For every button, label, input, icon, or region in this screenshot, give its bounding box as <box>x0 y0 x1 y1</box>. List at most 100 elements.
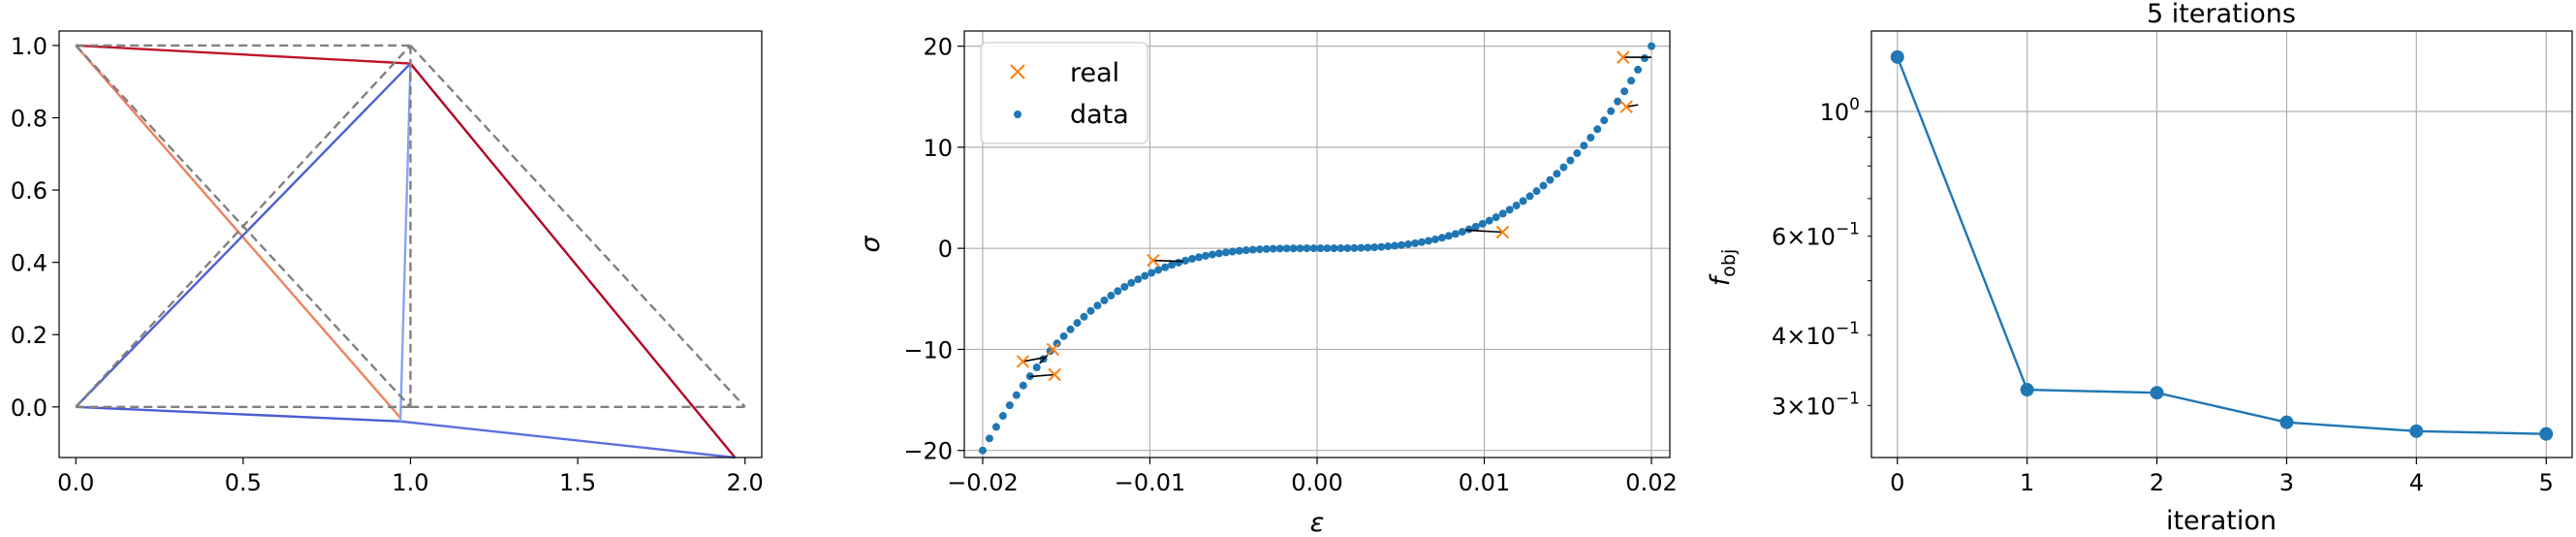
data-point <box>1255 245 1264 254</box>
x-tick-label: 2.0 <box>727 469 764 496</box>
data-point <box>1120 282 1129 291</box>
real-point-stroke <box>1147 253 1160 268</box>
tick-exponent: 0 <box>1849 95 1860 114</box>
data-point <box>1059 332 1068 340</box>
real-point-stroke <box>1616 50 1630 64</box>
y-tick-label: 0.2 <box>11 322 47 349</box>
data-point <box>1154 266 1163 274</box>
truss-y-axis: 0.0 0.2 0.4 0.6 0.8 1.0 <box>11 33 59 422</box>
stress-strain-panel: −0.02 −0.01 0.00 0.01 0.02 −20 −10 0 10 20 ε σ r… <box>856 30 1678 537</box>
real-data-link <box>1022 356 1045 363</box>
convergence-y-label: fobj <box>1706 249 1740 286</box>
y-tick-label: 0 <box>938 236 953 263</box>
data-point <box>1248 245 1257 254</box>
convergence-point <box>2409 424 2424 438</box>
real-point <box>1495 225 1510 239</box>
real-point-stroke <box>1046 342 1060 357</box>
stress-strain-plot-area <box>978 42 1656 455</box>
data-point <box>1553 170 1561 178</box>
data-point <box>1141 271 1149 280</box>
real-point <box>1147 253 1160 268</box>
real-point <box>1616 50 1630 64</box>
data-point <box>1161 263 1170 271</box>
data-point <box>1498 209 1507 218</box>
convergence-point <box>2279 415 2294 429</box>
data-point <box>1336 244 1345 253</box>
real-data-link <box>1626 104 1639 108</box>
x-tick-label: 0.01 <box>1459 469 1510 496</box>
data-point <box>991 423 1000 431</box>
real-point-stroke <box>1619 100 1633 113</box>
y-tick-label: 0.6 <box>11 177 47 205</box>
tick-exponent: −1 <box>1836 389 1860 408</box>
x-tick-label: 0.0 <box>57 469 94 496</box>
stress-strain-x-axis: −0.02 −0.01 0.00 0.01 0.02 <box>947 458 1678 496</box>
data-point <box>1214 249 1223 258</box>
data-point <box>1391 241 1399 250</box>
data-point <box>1464 225 1473 234</box>
data-point <box>1134 275 1143 284</box>
real-point <box>1619 100 1633 113</box>
tick-mantissa: 6×10 <box>1772 224 1836 251</box>
deformed-bar <box>398 63 412 422</box>
data-point <box>978 446 987 455</box>
data-point <box>1093 301 1102 310</box>
data-point <box>1303 244 1311 253</box>
convergence-point <box>2150 386 2164 400</box>
convergence-axes-frame <box>1870 30 2573 458</box>
real-point <box>1016 355 1030 368</box>
data-point <box>1398 240 1406 249</box>
data-point <box>1147 268 1156 277</box>
data-point <box>985 434 993 443</box>
data-point <box>1620 87 1629 96</box>
data-point <box>998 412 1007 421</box>
data-point <box>1512 202 1521 210</box>
data-point <box>1377 242 1386 251</box>
tick-mantissa: 4×10 <box>1772 323 1836 350</box>
data-point <box>1228 247 1237 256</box>
data-point <box>1492 213 1500 222</box>
data-point <box>1066 325 1075 333</box>
deformed-bar <box>400 420 736 459</box>
real-point <box>1048 367 1061 382</box>
y-tick-label: −10 <box>903 336 953 363</box>
data-point <box>1532 187 1541 196</box>
data-point <box>1269 244 1277 253</box>
y-tick-label: 0.0 <box>11 395 47 422</box>
data-point <box>1437 234 1446 242</box>
data-point <box>1282 244 1291 253</box>
data-point <box>1384 242 1393 251</box>
data-point <box>1100 296 1109 304</box>
real-data-link <box>1465 229 1503 234</box>
data-point <box>1430 235 1439 243</box>
x-tick-label: 5 <box>2539 469 2554 496</box>
data-point <box>1127 278 1136 287</box>
data-point <box>1316 244 1325 253</box>
data-point <box>1566 156 1575 165</box>
deformed-bar <box>75 62 412 408</box>
data-point <box>1114 287 1122 296</box>
data-point <box>1580 142 1588 150</box>
real-point-stroke <box>1016 355 1030 368</box>
data-point <box>1404 239 1413 248</box>
data-point <box>1370 243 1379 252</box>
truss-plot-area <box>75 44 746 459</box>
data-point <box>1343 244 1352 253</box>
data-point <box>1641 54 1649 63</box>
tick-exponent: −1 <box>1836 220 1860 239</box>
deformed-bar <box>409 62 737 458</box>
data-point <box>1505 205 1514 214</box>
data-point <box>1208 250 1216 259</box>
y-tick-label: −20 <box>903 438 953 465</box>
data-point <box>1201 251 1209 260</box>
data-point <box>1086 306 1095 315</box>
data-point <box>1586 133 1595 142</box>
data-point <box>1425 237 1433 245</box>
data-point <box>1648 42 1656 50</box>
data-point <box>1296 244 1304 253</box>
stress-strain-x-label: ε <box>1310 508 1325 537</box>
data-point <box>1418 237 1427 246</box>
